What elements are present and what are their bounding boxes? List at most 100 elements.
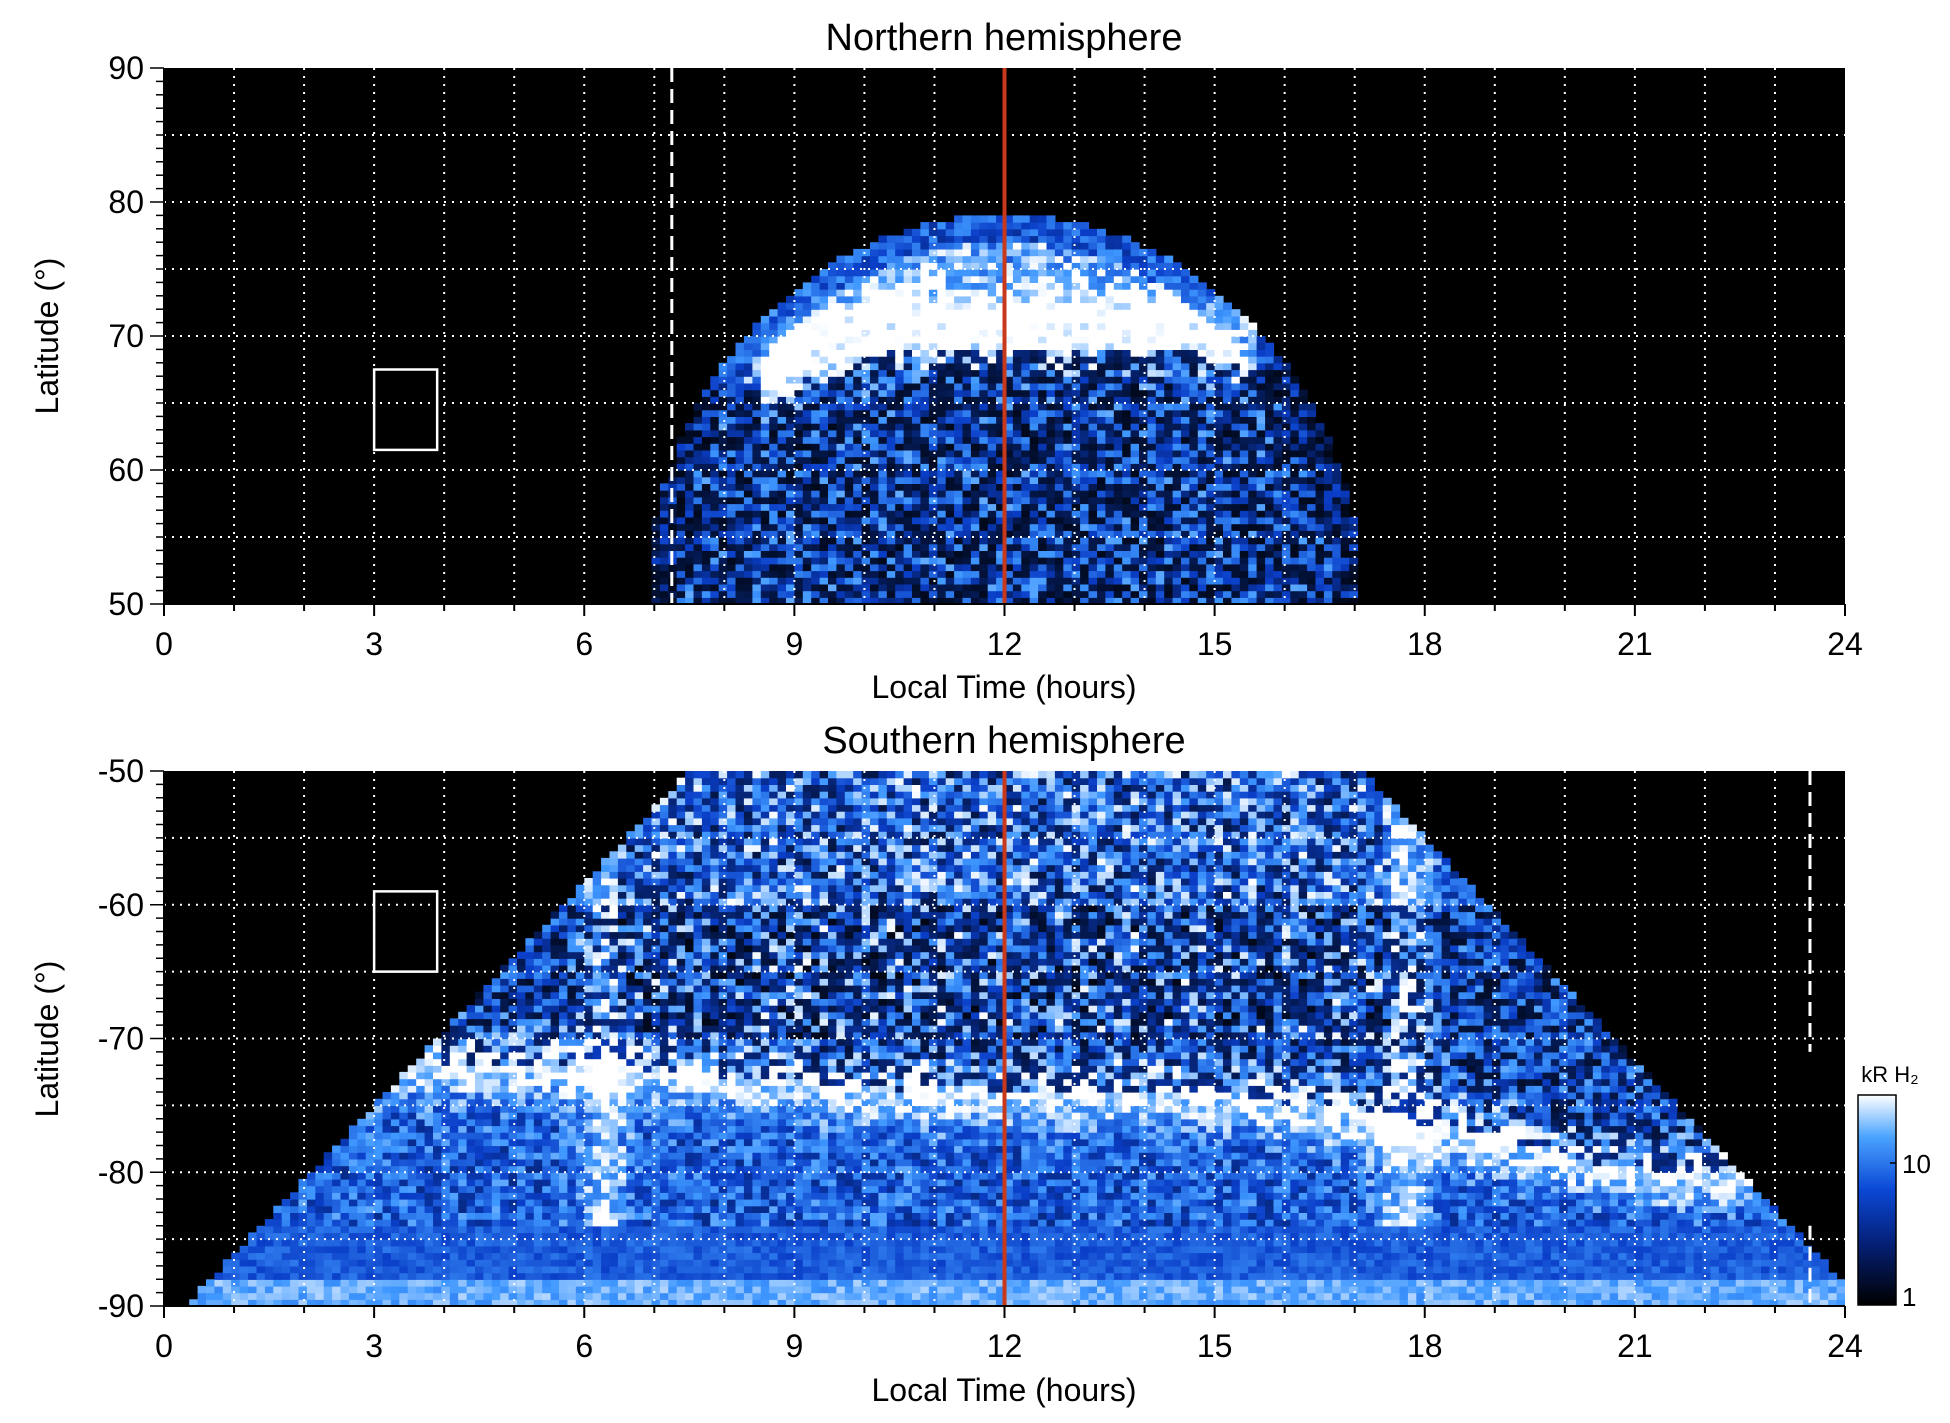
emission-cell xyxy=(1172,329,1182,337)
emission-cell xyxy=(1029,590,1039,598)
emission-cell xyxy=(903,416,913,424)
emission-cell xyxy=(954,416,964,424)
emission-cell xyxy=(886,449,896,458)
emission-cell xyxy=(1702,1285,1712,1294)
emission-cell xyxy=(878,289,888,297)
emission-cell xyxy=(853,362,863,371)
emission-cell xyxy=(399,1279,409,1287)
emission-cell xyxy=(735,463,745,471)
emission-cell xyxy=(1029,490,1039,498)
emission-cell xyxy=(1819,1292,1829,1300)
emission-cell xyxy=(659,1292,669,1300)
emission-cell xyxy=(945,222,955,230)
emission-cell xyxy=(802,570,812,578)
emission-cell xyxy=(1391,1285,1401,1294)
emission-cell xyxy=(1130,336,1140,344)
emission-cell xyxy=(1214,503,1224,511)
emission-cell xyxy=(1315,463,1325,471)
emission-cell xyxy=(1021,470,1031,478)
emission-cell xyxy=(1046,476,1056,484)
emission-cell xyxy=(1046,456,1056,464)
emission-cell xyxy=(1181,396,1190,404)
emission-cell xyxy=(1559,1285,1569,1294)
emission-cell xyxy=(928,362,938,371)
emission-cell xyxy=(1340,510,1350,518)
emission-cell xyxy=(945,275,955,283)
emission-cell xyxy=(1508,1272,1518,1280)
emission-cell xyxy=(836,496,846,505)
emission-cell xyxy=(710,537,720,545)
emission-cell xyxy=(970,416,980,424)
emission-cell xyxy=(760,550,770,558)
emission-cell xyxy=(769,315,779,324)
emission-cell xyxy=(390,1292,400,1300)
emission-cell xyxy=(1761,1299,1770,1306)
emission-cell xyxy=(1038,315,1048,324)
emission-cell xyxy=(1298,449,1308,458)
emission-cell xyxy=(1710,1285,1720,1294)
emission-cell xyxy=(659,483,669,491)
emission-cell xyxy=(735,436,745,444)
emission-cell xyxy=(752,523,762,531)
emission-cell xyxy=(970,1292,980,1300)
emission-cell xyxy=(718,416,728,424)
emission-cell xyxy=(928,550,938,558)
emission-cell xyxy=(1223,1272,1232,1280)
emission-cell xyxy=(1155,577,1165,585)
emission-cell xyxy=(1097,269,1106,277)
emission-cell xyxy=(928,235,938,243)
emission-cell xyxy=(1239,1272,1249,1280)
emission-cell xyxy=(592,1299,602,1306)
emission-cell xyxy=(996,389,1006,397)
emission-cell xyxy=(928,255,938,263)
emission-cell xyxy=(1315,516,1325,525)
emission-cell xyxy=(1080,557,1090,565)
emission-cell xyxy=(895,590,905,598)
emission-cell xyxy=(987,389,997,397)
emission-cell xyxy=(685,503,695,511)
emission-cell xyxy=(1223,1292,1232,1300)
emission-cell xyxy=(920,470,930,478)
emission-cell xyxy=(1223,315,1232,324)
emission-cell xyxy=(1315,577,1325,585)
emission-cell xyxy=(819,336,829,344)
emission-cell xyxy=(685,583,695,592)
emission-cell xyxy=(1223,443,1232,451)
emission-cell xyxy=(1164,537,1174,545)
emission-cell xyxy=(920,476,930,484)
emission-cell xyxy=(685,550,695,558)
emission-cell xyxy=(718,516,728,525)
emission-cell xyxy=(1029,403,1039,411)
emission-cell xyxy=(1172,369,1182,377)
emission-cell xyxy=(870,242,879,250)
emission-cell xyxy=(390,1272,400,1280)
emission-cell xyxy=(1088,1285,1098,1294)
emission-cell xyxy=(1021,1285,1031,1294)
emission-cell xyxy=(727,423,737,431)
emission-cell xyxy=(1139,262,1148,270)
emission-cell xyxy=(962,550,972,558)
emission-cell xyxy=(676,483,686,491)
emission-cell xyxy=(701,550,711,558)
emission-cell xyxy=(685,523,695,531)
emission-cell xyxy=(819,516,829,525)
emission-cell xyxy=(1130,382,1140,391)
emission-cell xyxy=(920,315,930,324)
emission-cell xyxy=(1097,483,1106,491)
emission-cell xyxy=(273,1272,283,1280)
emission-cell xyxy=(1323,543,1333,551)
emission-cell xyxy=(970,577,980,585)
emission-cell xyxy=(920,510,930,518)
emission-cell xyxy=(1475,1272,1485,1280)
emission-cell xyxy=(794,537,804,545)
emission-cell xyxy=(996,275,1006,283)
emission-cell xyxy=(1290,409,1300,417)
emission-cell xyxy=(374,1272,384,1280)
emission-cell xyxy=(937,443,947,451)
emission-cell xyxy=(1139,356,1148,364)
emission-cell xyxy=(1122,289,1132,297)
emission-cell xyxy=(836,510,846,518)
emission-cell xyxy=(1080,222,1090,230)
emission-cell xyxy=(1130,255,1140,263)
emission-cell xyxy=(979,336,989,344)
